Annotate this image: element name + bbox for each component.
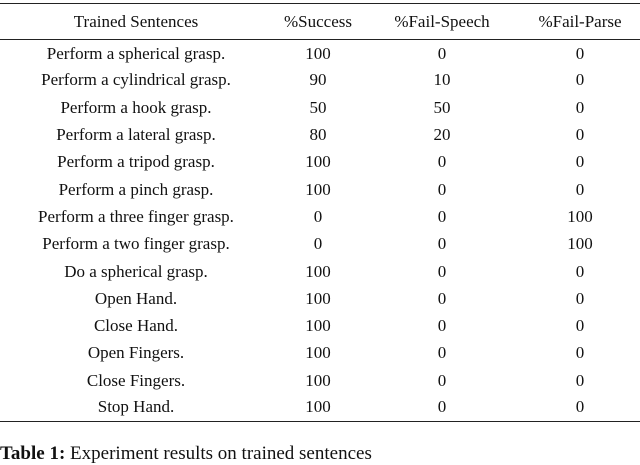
- sentence-cell: Perform a cylindrical grasp.: [41, 70, 231, 90]
- sentence-cell: Perform a lateral grasp.: [56, 125, 216, 145]
- fail-speech-cell: 20: [433, 125, 451, 145]
- success-cell: 100: [305, 152, 331, 172]
- fail-speech-cell: 0: [437, 179, 447, 199]
- table-row: Perform a hook grasp. 50 50 0: [0, 94, 640, 121]
- fail-parse-cell: 0: [575, 288, 585, 308]
- fail-parse-cell: 0: [575, 97, 585, 117]
- success-cell: 90: [309, 70, 327, 90]
- sentence-cell: Close Hand.: [93, 316, 179, 336]
- fail-parse-cell: 0: [575, 316, 585, 336]
- fail-speech-cell: 0: [437, 152, 447, 172]
- success-cell: 100: [305, 179, 331, 199]
- table-row: Perform a pinch grasp. 100 0 0: [0, 176, 640, 203]
- fail-parse-cell: 0: [520, 394, 640, 423]
- table-row: Perform a two finger grasp. 0 0 100: [0, 231, 640, 258]
- fail-parse-cell: 0: [575, 370, 585, 390]
- header-row: Trained Sentences %Success %Fail-Speech …: [0, 3, 640, 40]
- table-row: Perform a lateral grasp. 80 20 0: [0, 121, 640, 148]
- sentence-cell: Perform a two finger grasp.: [42, 234, 230, 254]
- success-cell: 80: [309, 125, 327, 145]
- fail-speech-cell: 0: [437, 206, 447, 226]
- table-row: Do a spherical grasp. 100 0 0: [0, 258, 640, 285]
- table-row: Perform a spherical grasp. 100 0 0: [0, 40, 640, 67]
- success-cell: 100: [305, 261, 331, 281]
- header-success: %Success: [272, 3, 364, 40]
- success-cell: 50: [309, 97, 327, 117]
- fail-parse-cell: 100: [567, 206, 593, 226]
- fail-speech-cell: 0: [437, 343, 447, 363]
- header-trained-sentences: Trained Sentences: [0, 3, 272, 40]
- success-cell: 0: [313, 234, 323, 254]
- sentence-cell: Perform a tripod grasp.: [57, 152, 215, 172]
- caption-label: Table 1:: [0, 443, 66, 464]
- success-cell: 100: [305, 370, 331, 390]
- table-caption: Table 1: Experiment results on trained s…: [0, 443, 372, 465]
- fail-speech-cell: 0: [437, 370, 447, 390]
- fail-parse-cell: 0: [575, 70, 585, 90]
- fail-speech-cell: 0: [437, 288, 447, 308]
- sentence-cell: Perform a pinch grasp.: [58, 179, 214, 199]
- fail-speech-cell: 0: [437, 234, 447, 254]
- success-cell: 100: [305, 43, 331, 63]
- sentence-cell: Perform a hook grasp.: [60, 97, 212, 117]
- success-cell: 100: [305, 316, 331, 336]
- table-row: Perform a cylindrical grasp. 90 10 0: [0, 67, 640, 94]
- sentence-cell: Stop Hand.: [0, 394, 272, 423]
- results-table: Trained Sentences %Success %Fail-Speech …: [0, 3, 640, 423]
- table-row: Perform a tripod grasp. 100 0 0: [0, 149, 640, 176]
- sentence-cell: Perform a three finger grasp.: [38, 206, 234, 226]
- fail-speech-cell: 10: [433, 70, 451, 90]
- fail-parse-cell: 0: [575, 261, 585, 281]
- header-fail-parse: %Fail-Parse: [520, 3, 640, 40]
- table-row: Open Hand. 100 0 0: [0, 285, 640, 312]
- fail-speech-cell: 0: [437, 43, 447, 63]
- fail-speech-cell: 50: [433, 97, 451, 117]
- sentence-cell: Close Fingers.: [86, 370, 186, 390]
- fail-parse-cell: 100: [567, 234, 593, 254]
- table-row: Open Fingers. 100 0 0: [0, 340, 640, 367]
- success-cell: 100: [305, 343, 331, 363]
- table-row: Stop Hand. 100 0 0: [0, 394, 640, 423]
- table-row: Close Hand. 100 0 0: [0, 312, 640, 339]
- success-cell: 100: [272, 394, 364, 423]
- fail-parse-cell: 0: [575, 152, 585, 172]
- fail-parse-cell: 0: [575, 343, 585, 363]
- sentence-cell: Perform a spherical grasp.: [46, 43, 226, 63]
- fail-parse-cell: 0: [575, 43, 585, 63]
- fail-parse-cell: 0: [575, 125, 585, 145]
- fail-speech-cell: 0: [437, 261, 447, 281]
- header-fail-speech: %Fail-Speech: [364, 3, 520, 40]
- sentence-cell: Open Hand.: [94, 288, 178, 308]
- fail-parse-cell: 0: [575, 179, 585, 199]
- table-row: Perform a three finger grasp. 0 0 100: [0, 203, 640, 230]
- caption-text: Experiment results on trained sentences: [70, 443, 372, 464]
- success-cell: 100: [305, 288, 331, 308]
- table-row: Close Fingers. 100 0 0: [0, 367, 640, 394]
- sentence-cell: Do a spherical grasp.: [64, 261, 208, 281]
- sentence-cell: Open Fingers.: [87, 343, 185, 363]
- success-cell: 0: [313, 206, 323, 226]
- fail-speech-cell: 0: [364, 394, 520, 423]
- fail-speech-cell: 0: [437, 316, 447, 336]
